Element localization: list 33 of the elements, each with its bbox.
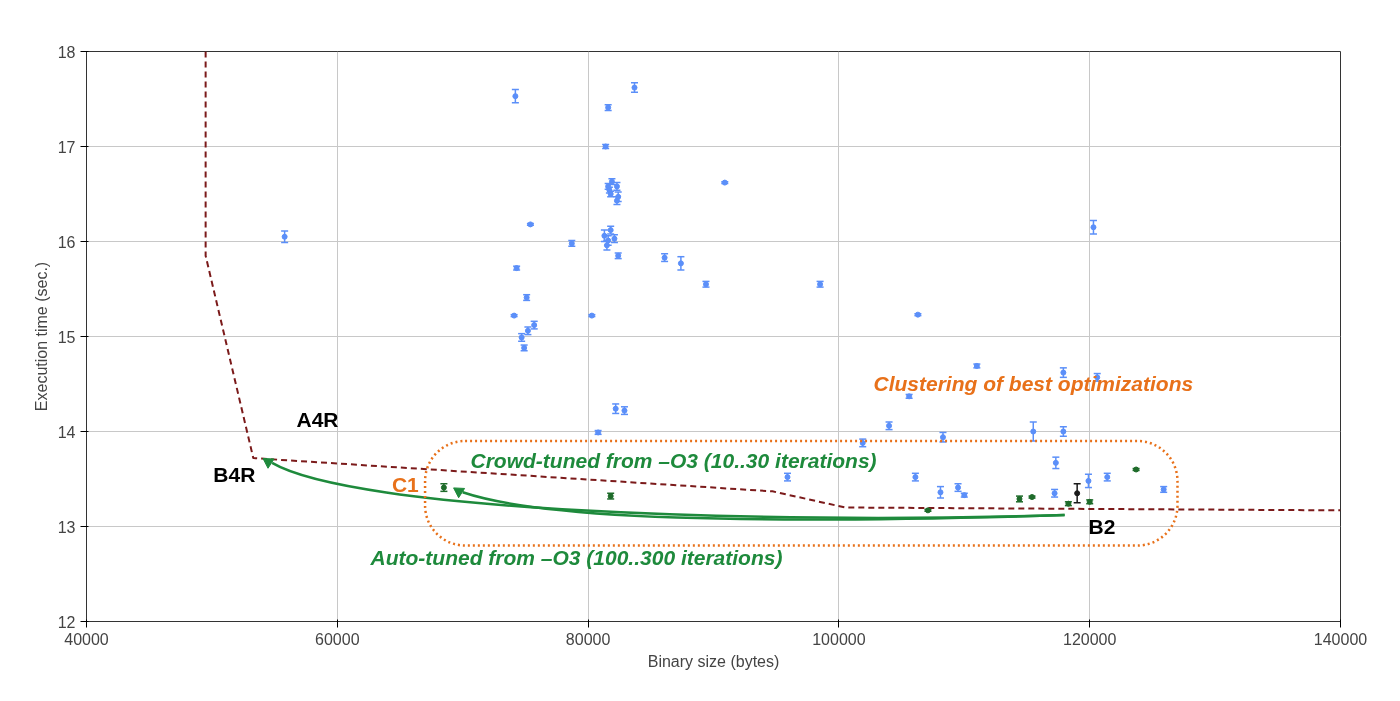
point [1052, 459, 1059, 466]
annotation: B4R [213, 463, 256, 487]
point [512, 93, 519, 100]
y-tick-label: 18 [57, 43, 76, 61]
y-axis-title: Execution time (sec.) [32, 261, 50, 412]
point [1074, 490, 1081, 497]
x-tick-label: 120000 [1063, 630, 1117, 648]
point [1085, 477, 1092, 484]
point [1090, 224, 1097, 231]
line-series [204, 51, 1341, 512]
annotation: A4R [296, 407, 339, 431]
y-tick-label: 13 [57, 518, 76, 536]
y-tick-label: 16 [57, 233, 76, 251]
y-tick-label: 17 [57, 138, 76, 156]
x-tick-label: 140000 [1313, 630, 1368, 648]
y-tick-label: 14 [57, 423, 76, 441]
y-tick-label: 12 [57, 613, 76, 631]
y-tick-label: 15 [57, 328, 76, 346]
annotation: C1 [391, 472, 420, 496]
x-tick-label: 80000 [565, 630, 611, 648]
point [937, 489, 944, 496]
point [677, 260, 684, 267]
x-tick-label: 40000 [64, 630, 109, 648]
point [281, 233, 288, 240]
point [601, 232, 608, 239]
x-tick-label: 100000 [812, 630, 866, 648]
point [1030, 428, 1037, 435]
annotation: Auto-tuned from –O3 (100..300 iterations) [369, 545, 783, 569]
x-axis-title: Binary size (bytes) [647, 652, 780, 670]
annotation: Clustering of best optimizations [873, 371, 1194, 395]
annotation: B2 [1088, 514, 1116, 538]
x-tick-label: 60000 [315, 630, 360, 648]
annotation: Crowd-tuned from –O3 (10..30 iterations) [470, 448, 877, 472]
